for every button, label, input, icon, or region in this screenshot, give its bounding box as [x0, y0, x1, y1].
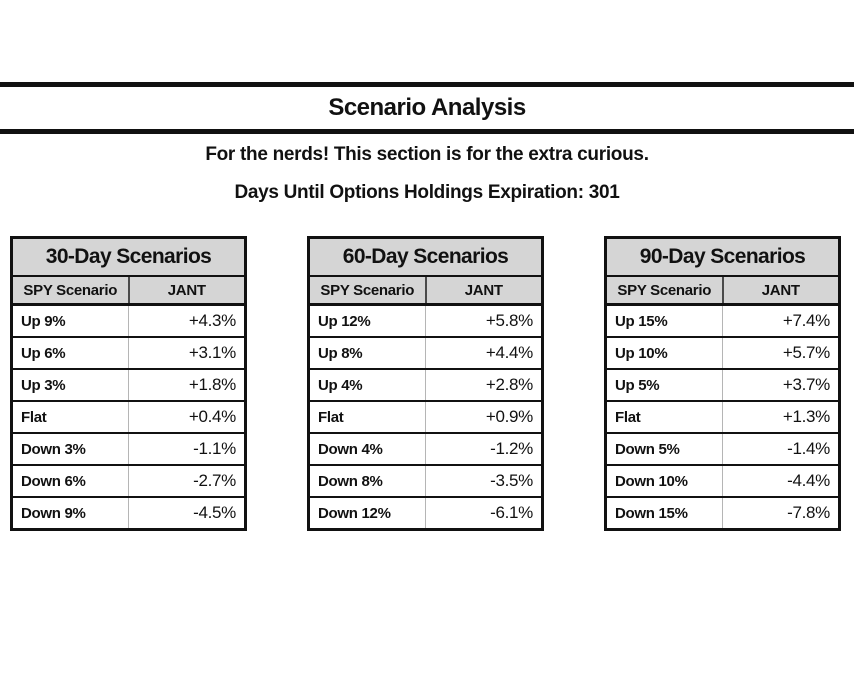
jant-value-cell: -1.1% — [128, 433, 246, 466]
table-title-row: 30-Day Scenarios — [11, 237, 246, 277]
table-row: Flat +1.3% — [605, 401, 840, 434]
table-row: Down 12% -6.1% — [308, 497, 543, 531]
table-title: 30-Day Scenarios — [11, 237, 246, 277]
table-row: Down 10% -4.4% — [605, 465, 840, 498]
column-header-spy-scenario: SPY Scenario — [308, 276, 427, 306]
spy-scenario-cell: Down 12% — [308, 497, 426, 531]
table-row: Down 15% -7.8% — [605, 497, 840, 531]
table-row: Up 12% +5.8% — [308, 304, 543, 338]
jant-value-cell: -7.8% — [722, 497, 840, 531]
jant-value-cell: +3.7% — [722, 369, 840, 402]
jant-value-cell: +5.7% — [722, 337, 840, 370]
table-header-row: SPY Scenario JANT — [11, 276, 246, 306]
table-row: Up 5% +3.7% — [605, 369, 840, 402]
table-title-row: 60-Day Scenarios — [308, 237, 543, 277]
spy-scenario-cell: Up 12% — [308, 304, 426, 338]
spy-scenario-cell: Up 6% — [11, 337, 129, 370]
column-header-jant: JANT — [722, 276, 840, 306]
table-row: Up 4% +2.8% — [308, 369, 543, 402]
spy-scenario-cell: Up 9% — [11, 304, 129, 338]
spy-scenario-cell: Down 5% — [605, 433, 723, 466]
table-row: Down 5% -1.4% — [605, 433, 840, 466]
spy-scenario-cell: Down 6% — [11, 465, 129, 498]
jant-value-cell: +2.8% — [425, 369, 543, 402]
spy-scenario-cell: Flat — [308, 401, 426, 434]
jant-value-cell: -1.2% — [425, 433, 543, 466]
jant-value-cell: -1.4% — [722, 433, 840, 466]
table-title: 60-Day Scenarios — [308, 237, 543, 277]
table-row: Up 9% +4.3% — [11, 304, 246, 338]
spy-scenario-cell: Flat — [605, 401, 723, 434]
spy-scenario-cell: Down 10% — [605, 465, 723, 498]
table-row: Down 4% -1.2% — [308, 433, 543, 466]
table-row: Down 8% -3.5% — [308, 465, 543, 498]
table-row: Up 3% +1.8% — [11, 369, 246, 402]
spy-scenario-cell: Up 3% — [11, 369, 129, 402]
jant-value-cell: +4.3% — [128, 304, 246, 338]
jant-value-cell: +0.4% — [128, 401, 246, 434]
column-header-spy-scenario: SPY Scenario — [11, 276, 130, 306]
jant-value-cell: -2.7% — [128, 465, 246, 498]
spy-scenario-cell: Up 8% — [308, 337, 426, 370]
jant-value-cell: -3.5% — [425, 465, 543, 498]
days-until-expiration-line: Days Until Options Holdings Expiration: … — [234, 182, 620, 203]
table-row: Down 9% -4.5% — [11, 497, 246, 531]
spy-scenario-cell: Flat — [11, 401, 129, 434]
jant-value-cell: -4.4% — [722, 465, 840, 498]
table-row: Up 15% +7.4% — [605, 304, 840, 338]
table-row: Down 6% -2.7% — [11, 465, 246, 498]
spy-scenario-cell: Down 8% — [308, 465, 426, 498]
jant-value-cell: -4.5% — [128, 497, 246, 531]
top-horizontal-rule — [0, 82, 854, 87]
spy-scenario-cell: Up 4% — [308, 369, 426, 402]
column-header-jant: JANT — [425, 276, 543, 306]
table-row: Up 10% +5.7% — [605, 337, 840, 370]
jant-value-cell: +1.3% — [722, 401, 840, 434]
jant-value-cell: +3.1% — [128, 337, 246, 370]
table-row: Down 3% -1.1% — [11, 433, 246, 466]
column-header-jant: JANT — [128, 276, 246, 306]
scenario-tables-row: 30-Day Scenarios SPY Scenario JANT Up 9%… — [10, 236, 841, 531]
spy-scenario-cell: Up 10% — [605, 337, 723, 370]
spy-scenario-cell: Down 15% — [605, 497, 723, 531]
table-row: Up 6% +3.1% — [11, 337, 246, 370]
page-title: Scenario Analysis — [328, 94, 526, 121]
spy-scenario-cell: Down 3% — [11, 433, 129, 466]
scenarios-table-30day: 30-Day Scenarios SPY Scenario JANT Up 9%… — [10, 236, 247, 531]
table-header-row: SPY Scenario JANT — [308, 276, 543, 306]
section-subtitle: For the nerds! This section is for the e… — [205, 144, 649, 165]
column-header-spy-scenario: SPY Scenario — [605, 276, 724, 306]
table-header-row: SPY Scenario JANT — [605, 276, 840, 306]
jant-value-cell: +7.4% — [722, 304, 840, 338]
spy-scenario-cell: Down 4% — [308, 433, 426, 466]
table-title-row: 90-Day Scenarios — [605, 237, 840, 277]
table-title: 90-Day Scenarios — [605, 237, 840, 277]
table-row: Flat +0.4% — [11, 401, 246, 434]
scenarios-table-60day: 60-Day Scenarios SPY Scenario JANT Up 12… — [307, 236, 544, 531]
spy-scenario-cell: Up 5% — [605, 369, 723, 402]
spy-scenario-cell: Down 9% — [11, 497, 129, 531]
table-row: Flat +0.9% — [308, 401, 543, 434]
jant-value-cell: -6.1% — [425, 497, 543, 531]
title-band: Scenario Analysis — [0, 87, 854, 134]
table-row: Up 8% +4.4% — [308, 337, 543, 370]
jant-value-cell: +4.4% — [425, 337, 543, 370]
scenarios-table-90day: 90-Day Scenarios SPY Scenario JANT Up 15… — [604, 236, 841, 531]
spy-scenario-cell: Up 15% — [605, 304, 723, 338]
jant-value-cell: +5.8% — [425, 304, 543, 338]
jant-value-cell: +1.8% — [128, 369, 246, 402]
jant-value-cell: +0.9% — [425, 401, 543, 434]
